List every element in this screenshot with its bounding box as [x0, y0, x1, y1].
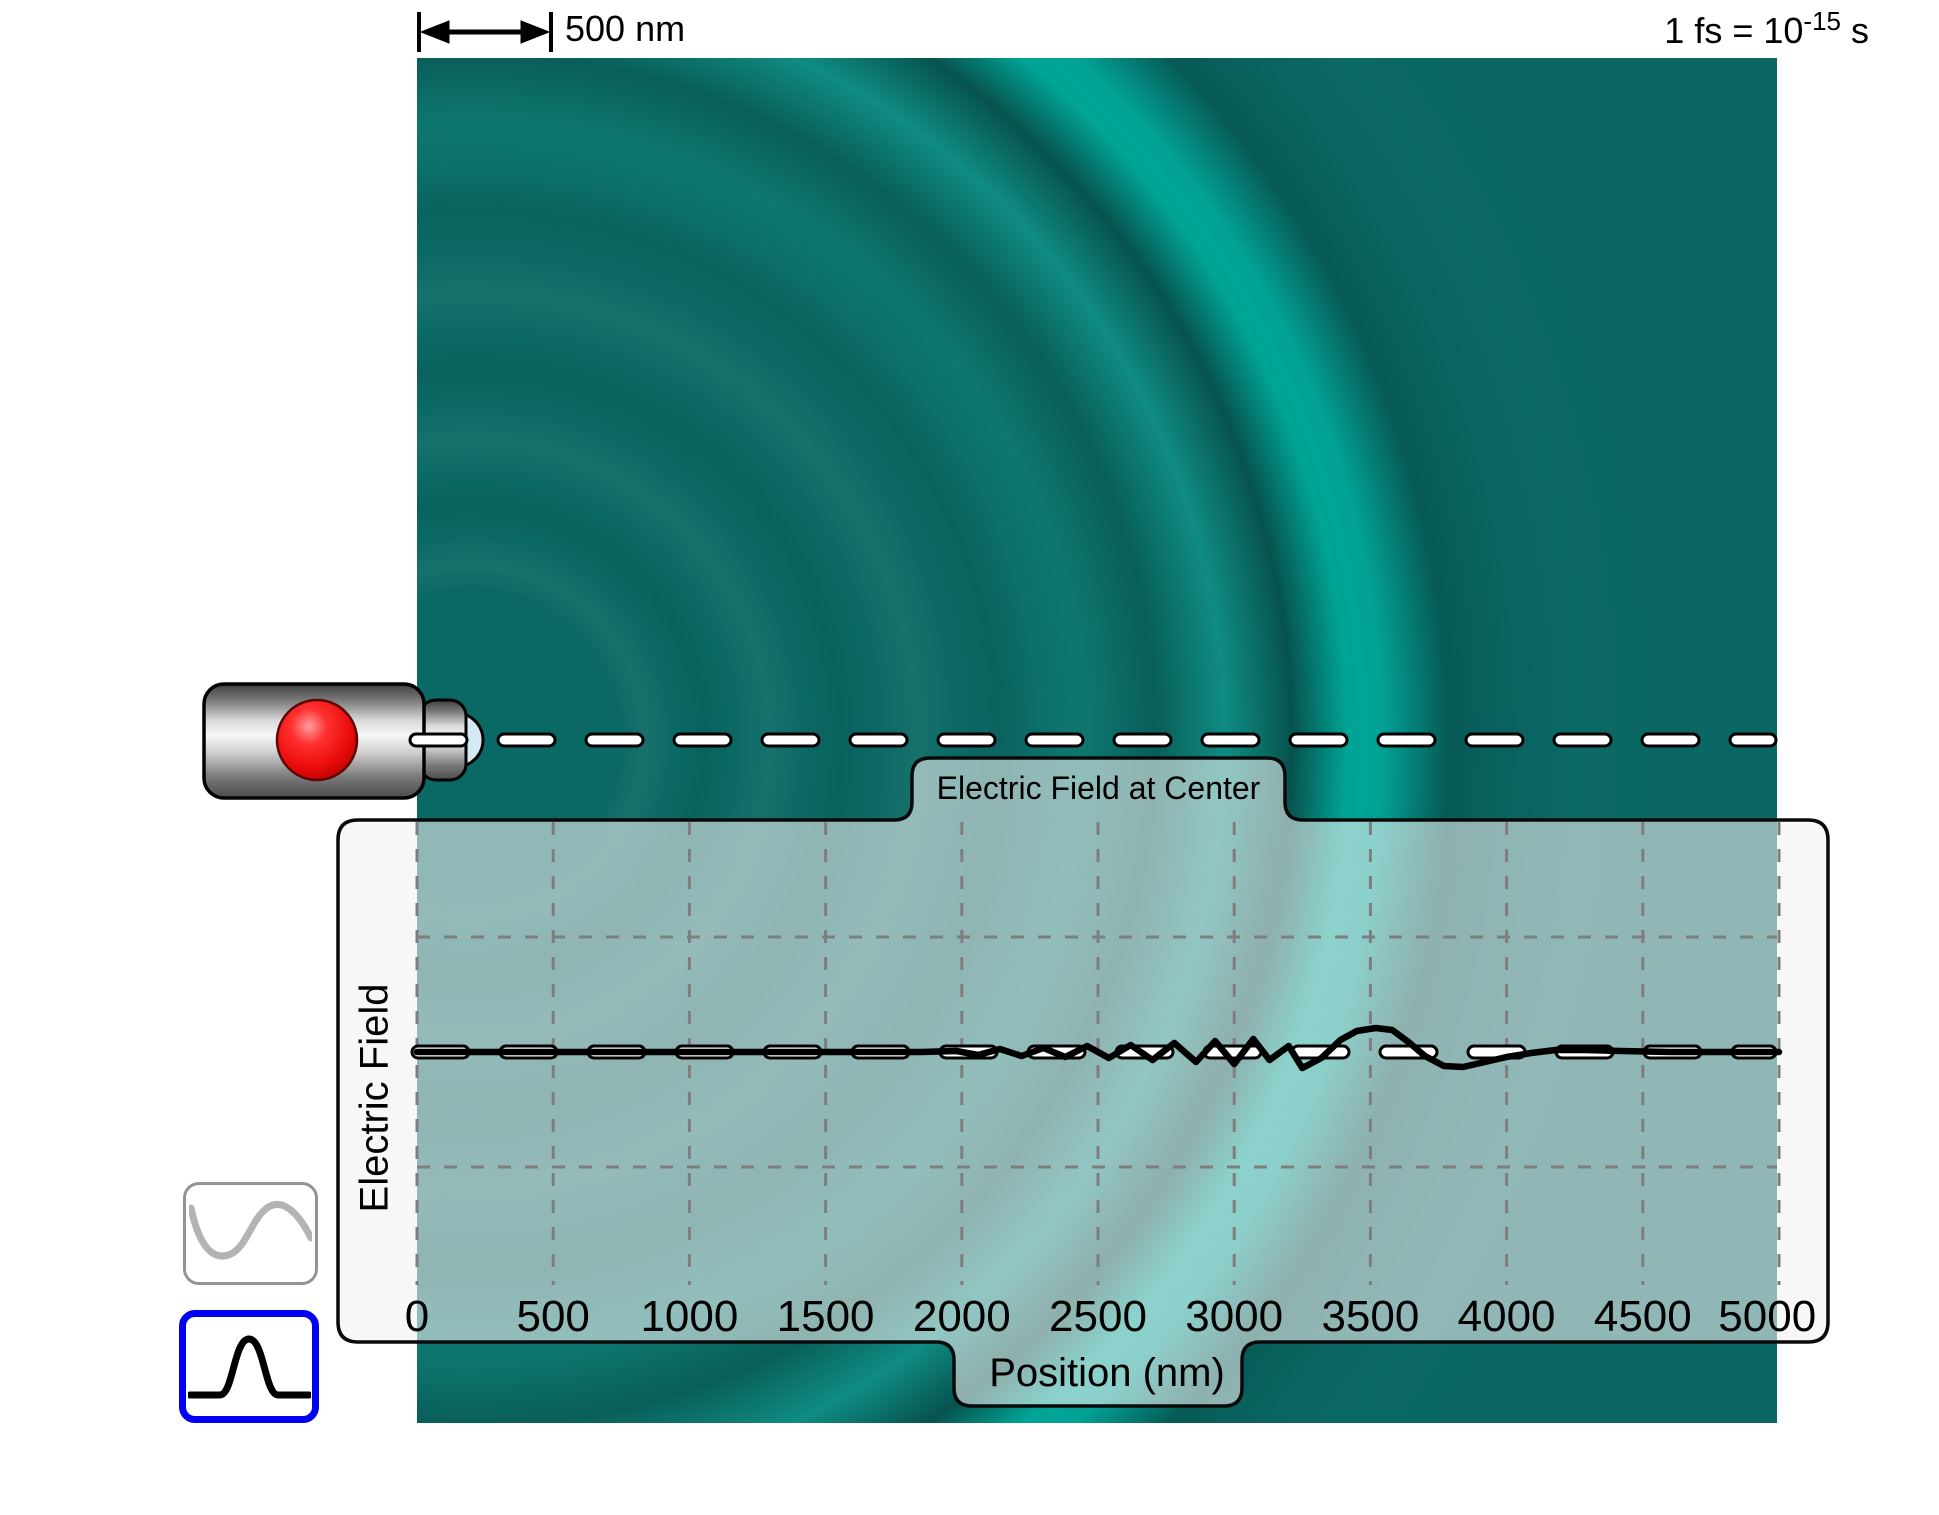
- x-tick-label: 1000: [640, 1292, 739, 1341]
- time-unit-note: 1 fs = 10-15 s: [1664, 6, 1869, 52]
- x-tick-label: 1500: [776, 1292, 875, 1341]
- time-note-exponent: -15: [1803, 6, 1841, 36]
- chart-x-axis-label: Position (nm): [989, 1350, 1225, 1395]
- chart-x-ticks: 0 500 1000 1500 2000 2500 3000 3500 4000…: [405, 1292, 1816, 1341]
- laser-nozzle: [418, 698, 468, 782]
- time-note-base: 1 fs = 10: [1664, 10, 1804, 51]
- laser-emitter[interactable]: [202, 682, 485, 800]
- x-tick-label: 0: [404, 1292, 430, 1341]
- sine-wave-mode-button[interactable]: [183, 1182, 318, 1285]
- laser-fire-button: [275, 698, 359, 782]
- chart-title: Electric Field at Center: [936, 769, 1261, 806]
- chart-y-axis-label: Electric Field: [352, 983, 397, 1213]
- x-tick-label: 3000: [1185, 1292, 1284, 1341]
- pulse-wave-icon: [187, 1334, 311, 1398]
- x-tick-label: 5000: [1718, 1292, 1817, 1341]
- x-tick-label: 500: [516, 1292, 590, 1341]
- arrow-left-icon: [419, 20, 450, 44]
- time-note-unit: s: [1840, 10, 1869, 51]
- wave-field-canvas: [417, 58, 1777, 1423]
- scale-bar: [417, 12, 553, 52]
- arrow-right-icon: [520, 20, 551, 44]
- scale-bar-label: 500 nm: [565, 8, 686, 49]
- x-tick-label: 2000: [912, 1292, 1011, 1341]
- x-tick-label: 4000: [1457, 1292, 1556, 1341]
- sine-wave-icon: [189, 1201, 312, 1260]
- x-tick-label: 4500: [1593, 1292, 1692, 1341]
- x-tick-label: 3500: [1321, 1292, 1420, 1341]
- x-tick-label: 2500: [1049, 1292, 1147, 1341]
- pulse-wave-mode-button[interactable]: [179, 1310, 319, 1423]
